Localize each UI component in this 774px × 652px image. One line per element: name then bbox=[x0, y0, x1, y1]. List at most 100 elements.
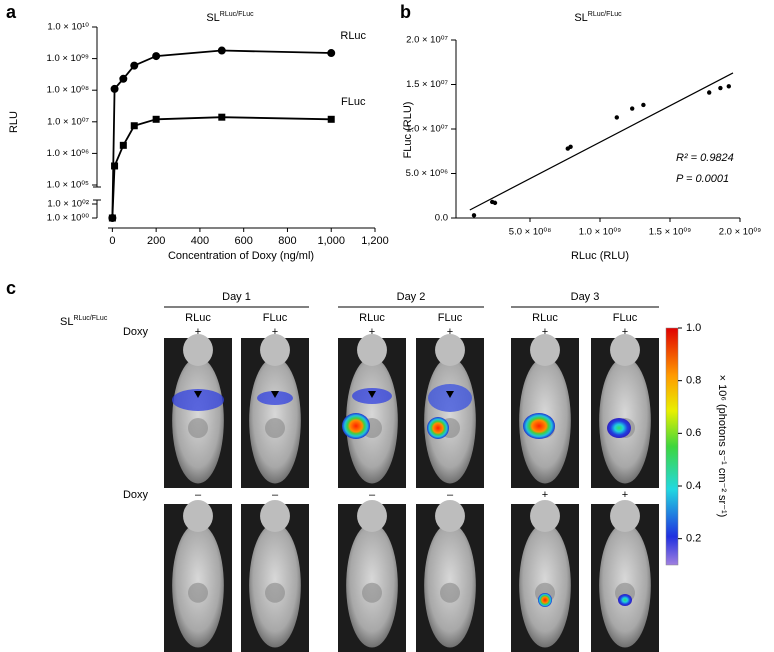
data-point bbox=[130, 122, 138, 130]
title-text: SL bbox=[206, 12, 219, 24]
day-label: Day 1 bbox=[222, 291, 251, 303]
title-text: SL bbox=[60, 316, 73, 328]
x-tick-label: 800 bbox=[278, 235, 296, 247]
x-tick-label: 0 bbox=[109, 235, 115, 247]
treatment-sign: – bbox=[369, 489, 376, 501]
treatment-sign: + bbox=[369, 326, 375, 338]
y-tick-label: 1.0 × 10⁰⁵ bbox=[47, 180, 89, 191]
day-label: Day 3 bbox=[571, 291, 600, 303]
colorbar-tick-label: 0.6 bbox=[686, 427, 701, 439]
data-point bbox=[152, 115, 160, 123]
y-axis-label: FLuc (RLU) bbox=[402, 102, 414, 159]
panel-title: SLRLuc/FLuc bbox=[574, 11, 622, 24]
channel-label: RLuc bbox=[185, 312, 211, 324]
panel-letter: c bbox=[6, 278, 16, 298]
data-point bbox=[110, 84, 119, 93]
y-tick-label: 1.0 × 10⁰⁸ bbox=[47, 85, 89, 96]
treatment-sign: + bbox=[542, 326, 548, 338]
y-tick-label: 1.0 × 10⁰⁷ bbox=[406, 124, 448, 135]
mouse-abdomen bbox=[188, 582, 208, 603]
data-point bbox=[707, 90, 712, 95]
mouse-head bbox=[357, 500, 387, 532]
data-point bbox=[492, 200, 498, 206]
strain-label: SLRLuc/FLuc bbox=[60, 315, 108, 328]
data-point bbox=[130, 61, 139, 70]
x-axis-label: RLuc (RLU) bbox=[571, 250, 629, 262]
data-point bbox=[108, 214, 116, 222]
mouse-head bbox=[183, 334, 213, 366]
data-point bbox=[119, 74, 128, 83]
data-point bbox=[641, 102, 646, 108]
annotation: P = 0.0001 bbox=[676, 173, 729, 185]
data-point bbox=[152, 52, 161, 61]
treatment-sign: – bbox=[272, 489, 279, 501]
series-label: FLuc bbox=[341, 96, 366, 108]
signal bbox=[523, 413, 555, 439]
title-superscript: RLuc/FLuc bbox=[220, 11, 254, 18]
colorbar bbox=[665, 327, 679, 566]
panel-title: SLRLuc/FLuc bbox=[206, 11, 254, 24]
y-tick-label: 1.0 × 10⁰² bbox=[47, 199, 89, 210]
mouse-head bbox=[530, 334, 560, 366]
x-tick-label: 1,200 bbox=[361, 235, 389, 247]
mouse-head bbox=[183, 500, 213, 532]
x-tick-label: 1.0 × 10⁰⁹ bbox=[579, 227, 621, 238]
data-point bbox=[217, 46, 226, 55]
channel-label: FLuc bbox=[438, 312, 463, 324]
data-point bbox=[718, 85, 723, 91]
data-point bbox=[630, 106, 635, 111]
series-label: RLuc bbox=[340, 30, 366, 42]
signal bbox=[427, 417, 449, 439]
arrowhead bbox=[194, 391, 202, 398]
arrowhead bbox=[446, 391, 454, 398]
day-label: Day 2 bbox=[397, 291, 426, 303]
treatment-sign: – bbox=[447, 489, 454, 501]
title-superscript: RLuc/FLuc bbox=[73, 315, 107, 322]
y-tick-label: 1.0 × 10¹⁰ bbox=[47, 22, 89, 33]
y-tick-label: 5.0 × 10⁰⁶ bbox=[406, 168, 448, 179]
treatment-sign: + bbox=[622, 489, 628, 501]
x-tick-label: 5.0 × 10⁰⁸ bbox=[509, 227, 551, 238]
treatment-sign: + bbox=[272, 326, 278, 338]
channel-label: RLuc bbox=[532, 312, 558, 324]
mouse-head bbox=[610, 500, 640, 532]
signal bbox=[538, 593, 552, 607]
y-tick-label: 1.0 × 10⁰⁰ bbox=[47, 213, 89, 224]
treatment-sign: + bbox=[622, 326, 628, 338]
mouse-head bbox=[260, 334, 290, 366]
channel-label: FLuc bbox=[613, 312, 638, 324]
y-tick-label: 1.0 × 10⁰⁹ bbox=[47, 53, 89, 64]
x-axis-label: Concentration of Doxy (ng/ml) bbox=[168, 250, 314, 262]
signal bbox=[607, 418, 631, 438]
mouse-abdomen bbox=[440, 582, 460, 603]
colorbar-label: × 10⁶ (photons s⁻¹ cm⁻² sr⁻¹) bbox=[716, 375, 728, 518]
signal bbox=[342, 413, 370, 439]
title-text: SL bbox=[574, 12, 587, 24]
title-superscript: RLuc/FLuc bbox=[588, 11, 622, 18]
data-point bbox=[111, 162, 119, 170]
data-point bbox=[726, 84, 731, 89]
channel-label: RLuc bbox=[359, 312, 385, 324]
y-tick-label: 0.0 bbox=[435, 213, 448, 224]
x-tick-label: 2.0 × 10⁰⁹ bbox=[719, 227, 761, 238]
mouse-abdomen bbox=[265, 418, 285, 438]
annotation: R² = 0.9824 bbox=[676, 152, 734, 164]
treatment-sign: + bbox=[447, 326, 453, 338]
treatment-sign: + bbox=[195, 326, 201, 338]
data-point bbox=[327, 49, 336, 58]
x-tick-label: 200 bbox=[147, 235, 165, 247]
y-axis-label: RLU bbox=[8, 111, 20, 133]
mouse-head bbox=[610, 334, 640, 366]
mouse-head bbox=[357, 334, 387, 366]
mouse-head bbox=[435, 500, 465, 532]
panel-letter: b bbox=[400, 2, 411, 22]
y-tick-label: 1.0 × 10⁰⁶ bbox=[47, 148, 89, 159]
x-tick-label: 1,000 bbox=[317, 235, 345, 247]
colorbar-tick-label: 0.2 bbox=[686, 533, 701, 545]
treatment-sign: + bbox=[542, 489, 548, 501]
y-tick-label: 1.5 × 10⁰⁷ bbox=[406, 79, 448, 90]
x-tick-label: 600 bbox=[235, 235, 253, 247]
series-line bbox=[111, 116, 332, 219]
signal bbox=[172, 389, 224, 411]
treatment-label: Doxy bbox=[123, 326, 149, 338]
